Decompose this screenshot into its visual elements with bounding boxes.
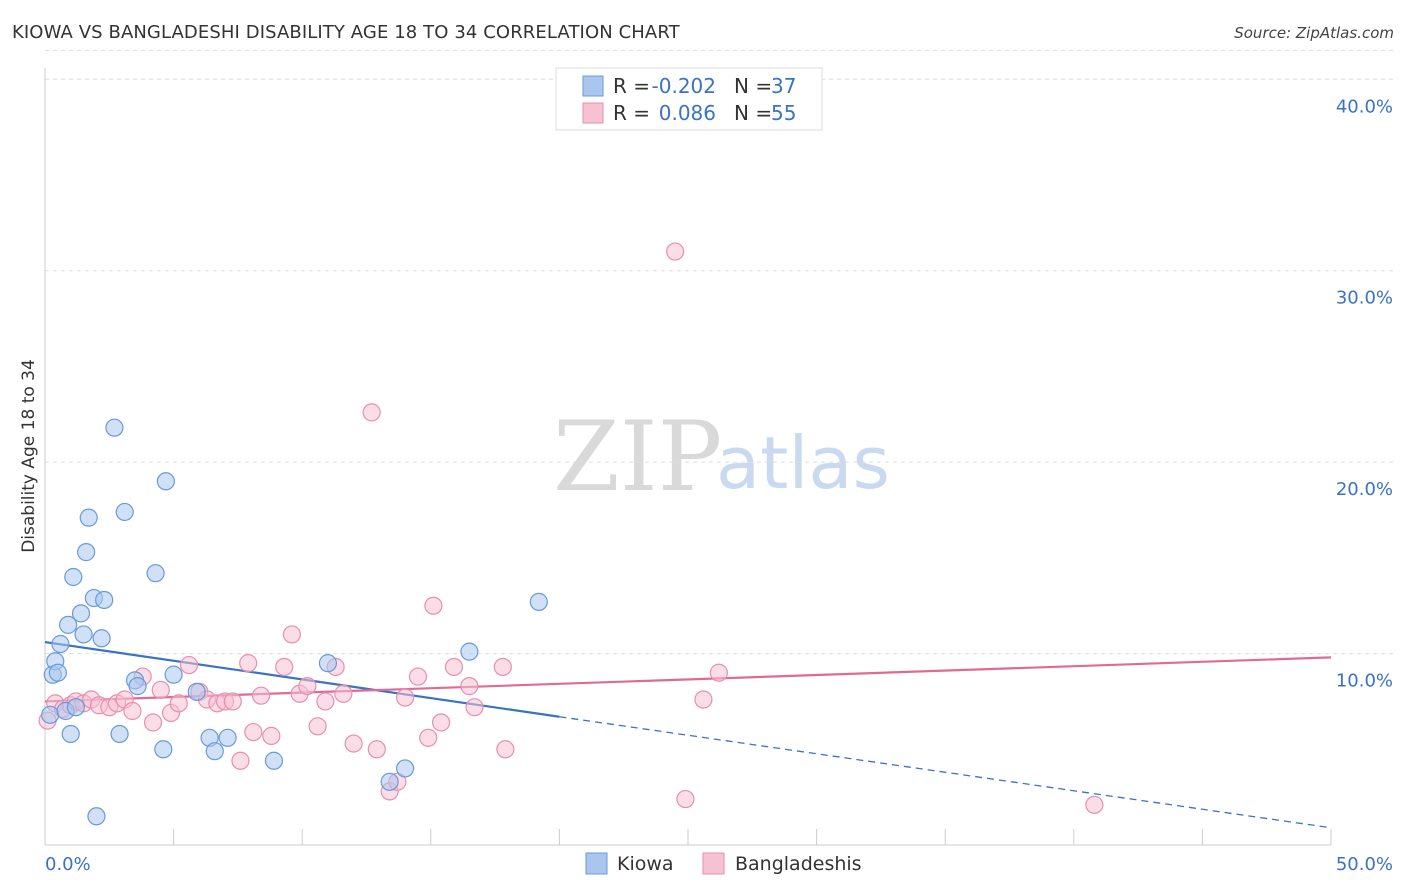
x-ticks [44, 829, 1332, 845]
kiowa-point-6 [59, 615, 78, 634]
bangladeshi-point-26 [251, 686, 271, 705]
legend-r-label-bangladeshi: R = [613, 101, 650, 125]
bangladeshi-point-17 [179, 655, 199, 675]
bangladeshi-point-23 [231, 751, 250, 770]
kiowa-point-0 [41, 705, 60, 724]
y-tick-label-30: 30.0% [1336, 288, 1393, 309]
legend-r-label-kiowa: R = [613, 74, 650, 98]
bangladeshi-point-55 [1085, 795, 1104, 814]
series-label-kiowa: Kiowa [617, 853, 674, 875]
y-tick-label-10: 10.0% [1336, 671, 1393, 692]
kiowa-point-32 [318, 654, 338, 673]
bangladeshi-point-24 [239, 654, 258, 673]
bangladeshi-point-35 [334, 684, 353, 703]
bangladeshi-point-46 [444, 657, 464, 677]
bangladeshi-point-42 [408, 667, 428, 686]
legend-r-value-kiowa: -0.202 [652, 74, 716, 98]
kiowa-point-4 [51, 634, 70, 654]
watermark-atlas: atlas [716, 421, 890, 505]
bangladeshi-point-28 [275, 657, 294, 677]
source-label: Source: ZipAtlas.com [1234, 24, 1394, 42]
series-swatch-kiowa [585, 852, 608, 875]
bangladeshi-point-25 [244, 722, 263, 742]
bangladeshi-point-43 [419, 728, 438, 747]
y-tick-label-20: 20.0% [1336, 479, 1393, 500]
legend-r-value-bangladeshi: 0.086 [659, 101, 716, 125]
legend-swatch-kiowa [582, 75, 604, 97]
kiowa-point-10 [71, 604, 91, 623]
trend-line-kiowa-extrapolated [559, 716, 1332, 829]
bangladeshi-point-32 [308, 717, 327, 736]
kiowa-point-36 [529, 592, 548, 611]
kiowa-point-11 [74, 625, 93, 644]
kiowa-point-23 [146, 564, 165, 583]
bangladeshi-point-54 [709, 663, 728, 682]
y-axis-label: Disability Age 18 to 34 [19, 359, 39, 553]
bangladeshi-point-37 [362, 403, 381, 422]
kiowa-point-26 [164, 665, 183, 684]
bangladeshi-point-22 [223, 692, 242, 711]
watermark-zip: ZIP [553, 401, 722, 513]
series-label-bangladeshi: Bangladeshis [735, 853, 862, 875]
kiowa-point-13 [79, 508, 98, 527]
kiowa-point-17 [95, 590, 114, 610]
bangladeshi-point-38 [367, 740, 386, 759]
bangladeshi-point-16 [169, 694, 188, 713]
bangladeshi-point-11 [123, 701, 142, 721]
kiowa-point-35 [460, 642, 479, 661]
bangladeshi-point-27 [262, 726, 281, 745]
kiowa-point-20 [115, 502, 134, 522]
legend-swatch-bangladeshi [582, 102, 604, 124]
bangladeshi-point-33 [316, 692, 335, 711]
kiowa-point-27 [187, 682, 206, 701]
legend-n-label-kiowa: N = [734, 74, 772, 98]
data-points [38, 242, 1104, 826]
bangladeshi-point-51 [666, 242, 685, 261]
bangladeshi-point-50 [496, 740, 515, 759]
kiowa-point-15 [87, 807, 106, 826]
x-tick-label-max: 50.0% [1336, 854, 1393, 875]
kiowa-point-3 [48, 663, 67, 682]
kiowa-point-22 [128, 677, 147, 696]
bangladeshi-point-45 [431, 713, 451, 732]
kiowa-point-16 [92, 629, 111, 648]
x-tick-label-min: 0.0% [45, 854, 91, 875]
bangladeshi-point-52 [676, 789, 695, 809]
kiowa-point-31 [264, 751, 284, 770]
bangladeshi-point-49 [493, 657, 512, 677]
kiowa-point-30 [218, 728, 237, 747]
y-tick-labels: 10.0% 20.0% 30.0% 40.0% [1336, 96, 1393, 691]
kiowa-point-7 [61, 724, 80, 744]
bangladeshi-point-36 [344, 734, 363, 753]
y-tick-label-40: 40.0% [1336, 96, 1393, 117]
kiowa-point-9 [66, 698, 85, 717]
kiowa-point-29 [205, 742, 224, 761]
bangladeshi-point-13 [143, 713, 163, 732]
kiowa-point-33 [380, 772, 399, 791]
kiowa-point-34 [395, 759, 415, 778]
kiowa-point-18 [105, 418, 124, 437]
kiowa-point-19 [110, 724, 129, 744]
legend-n-label-bangladeshi: N = [734, 101, 772, 125]
correlation-legend: R = -0.202 N = 37 R = 0.086 N = 55 [555, 67, 823, 131]
kiowa-point-8 [64, 567, 83, 587]
bangladeshi-point-14 [151, 680, 170, 700]
legend-n-value-kiowa: 37 [771, 74, 796, 98]
legend-n-value-bangladeshi: 55 [771, 101, 796, 125]
kiowa-point-12 [77, 543, 96, 562]
bangladeshi-point-41 [395, 688, 415, 707]
gridlines [45, 50, 1393, 655]
bangladeshi-point-53 [694, 690, 713, 709]
bangladeshi-point-31 [298, 677, 317, 696]
chart-title: KIOWA VS BANGLADESHI DISABILITY AGE 18 T… [12, 22, 680, 43]
series-legend: Kiowa Bangladeshis [585, 852, 862, 875]
kiowa-point-25 [156, 472, 175, 491]
bangladeshi-point-48 [465, 698, 484, 717]
bangladeshi-point-47 [460, 677, 479, 696]
bangladeshi-point-44 [424, 596, 443, 615]
series-swatch-bangladeshi [702, 852, 725, 875]
kiowa-point-24 [154, 740, 173, 759]
bangladeshi-point-29 [282, 625, 302, 644]
